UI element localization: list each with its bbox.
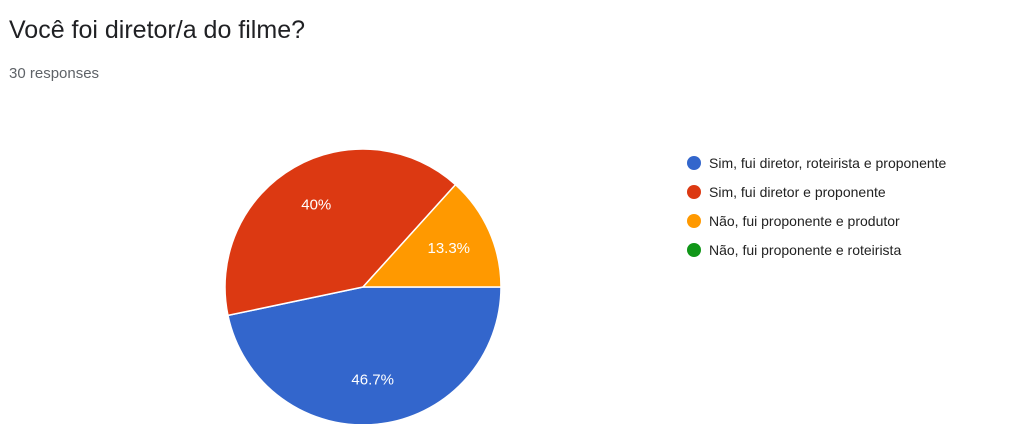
legend-swatch-icon xyxy=(687,242,701,257)
pie-slice-0[interactable] xyxy=(227,286,502,424)
legend-item[interactable]: Sim, fui diretor e proponente xyxy=(687,177,946,206)
legend-swatch-icon xyxy=(687,213,701,228)
pie-slice-label-2: 13.3% xyxy=(427,240,470,257)
legend-label: Sim, fui diretor e proponente xyxy=(709,183,886,200)
pie-slice-label-1: 40% xyxy=(301,197,331,214)
legend-label: Não, fui proponente e roteirista xyxy=(709,241,902,258)
pie-slice-2[interactable] xyxy=(361,183,502,288)
pie-slice-label-0: 46.7% xyxy=(351,371,394,388)
legend-swatch-icon xyxy=(687,184,701,199)
pie-slice-1[interactable] xyxy=(224,148,457,317)
legend-item[interactable]: Não, fui proponente e roteirista xyxy=(687,235,946,264)
legend-item[interactable]: Não, fui proponente e produtor xyxy=(687,206,946,235)
legend-label: Sim, fui diretor, roteirista e proponent… xyxy=(709,154,947,171)
response-count: 30 responses xyxy=(9,65,100,82)
chart-title: Você foi diretor/a do filme? xyxy=(9,16,305,44)
legend-label: Não, fui proponente e produtor xyxy=(709,212,900,229)
legend-swatch-icon xyxy=(687,155,701,170)
chart-legend: Sim, fui diretor, roteirista e proponent… xyxy=(687,148,946,264)
legend-item[interactable]: Sim, fui diretor, roteirista e proponent… xyxy=(687,148,946,177)
